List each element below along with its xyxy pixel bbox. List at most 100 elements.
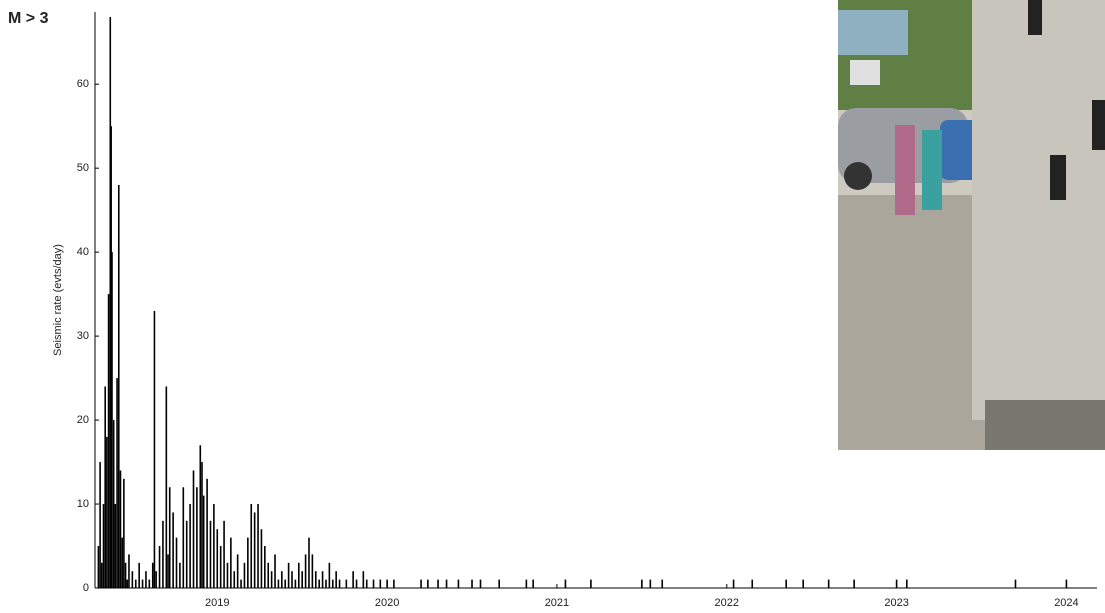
bar [267, 563, 269, 588]
bar [278, 580, 280, 588]
bar [288, 563, 290, 588]
bar [159, 546, 161, 588]
bar [284, 580, 286, 588]
bar [802, 580, 804, 588]
bar [145, 571, 147, 588]
bar [244, 563, 246, 588]
bar [366, 580, 368, 588]
bar [305, 554, 307, 588]
bar [111, 252, 113, 588]
bar [125, 563, 127, 588]
bar [446, 580, 448, 588]
bar [123, 479, 125, 588]
bar [301, 571, 303, 588]
bar [271, 571, 273, 588]
bar [751, 580, 753, 588]
bar [532, 580, 534, 588]
bar [240, 580, 242, 588]
bar [203, 496, 205, 588]
bar [853, 580, 855, 588]
bar [335, 571, 337, 588]
bar [325, 580, 327, 588]
bar [199, 445, 201, 588]
bar [183, 487, 185, 588]
bar [332, 580, 334, 588]
bar [186, 521, 188, 588]
bar [733, 580, 735, 588]
bar [149, 580, 151, 588]
bar [315, 571, 317, 588]
bar [201, 462, 203, 588]
bar [261, 529, 263, 588]
bar [308, 538, 310, 588]
bar [106, 437, 108, 588]
bar [108, 294, 110, 588]
bar [590, 580, 592, 588]
bar [480, 580, 482, 588]
bar [213, 504, 215, 588]
y-axis-label: Seismic rate (evts/day) [52, 244, 64, 356]
bar [206, 479, 208, 588]
y-tick-label: 0 [83, 582, 89, 594]
bar [116, 378, 118, 588]
bar [154, 311, 156, 588]
x-tick-label: 2024 [1054, 597, 1078, 609]
bar [420, 580, 422, 588]
bar [230, 538, 232, 588]
bar [233, 571, 235, 588]
bar [142, 580, 144, 588]
bar [126, 580, 128, 588]
bar [393, 580, 395, 588]
bar [118, 185, 120, 588]
bar [254, 512, 256, 588]
bar [223, 521, 225, 588]
bar [113, 420, 115, 588]
bar [172, 512, 174, 588]
bar [257, 504, 259, 588]
bar [169, 487, 171, 588]
bar [828, 580, 830, 588]
bar [329, 563, 331, 588]
bar [101, 563, 103, 588]
bar [247, 538, 249, 588]
bar [339, 580, 341, 588]
bar [162, 521, 164, 588]
bar [318, 580, 320, 588]
bar [471, 580, 473, 588]
bar [167, 554, 169, 588]
bar [99, 462, 101, 588]
bar [98, 546, 100, 588]
bar [189, 504, 191, 588]
bar [380, 580, 382, 588]
bar [650, 580, 652, 588]
bar [526, 580, 528, 588]
bar [427, 580, 429, 588]
bar [661, 580, 663, 588]
bar [210, 521, 212, 588]
y-tick-label: 50 [77, 162, 89, 174]
bar [264, 546, 266, 588]
chart-title: M > 3 [8, 10, 49, 27]
bar [176, 538, 178, 588]
bar [386, 580, 388, 588]
x-tick-label: 2021 [545, 597, 569, 609]
bar [237, 554, 239, 588]
bar [250, 504, 252, 588]
bar [906, 580, 908, 588]
bar [220, 546, 222, 588]
y-tick-label: 30 [77, 330, 89, 342]
y-tick-label: 10 [77, 498, 89, 510]
x-tick-label: 2023 [884, 597, 908, 609]
bar [356, 580, 358, 588]
y-tick-label: 60 [77, 78, 89, 90]
bar [363, 571, 365, 588]
chart: M > 3 Seismic rate (evts/day) 0102030405… [0, 0, 1105, 613]
bar [437, 580, 439, 588]
bar [227, 563, 229, 588]
bar [152, 563, 154, 588]
bar [458, 580, 460, 588]
bar [120, 470, 122, 588]
bar [896, 580, 898, 588]
bar [281, 571, 283, 588]
bar [498, 580, 500, 588]
